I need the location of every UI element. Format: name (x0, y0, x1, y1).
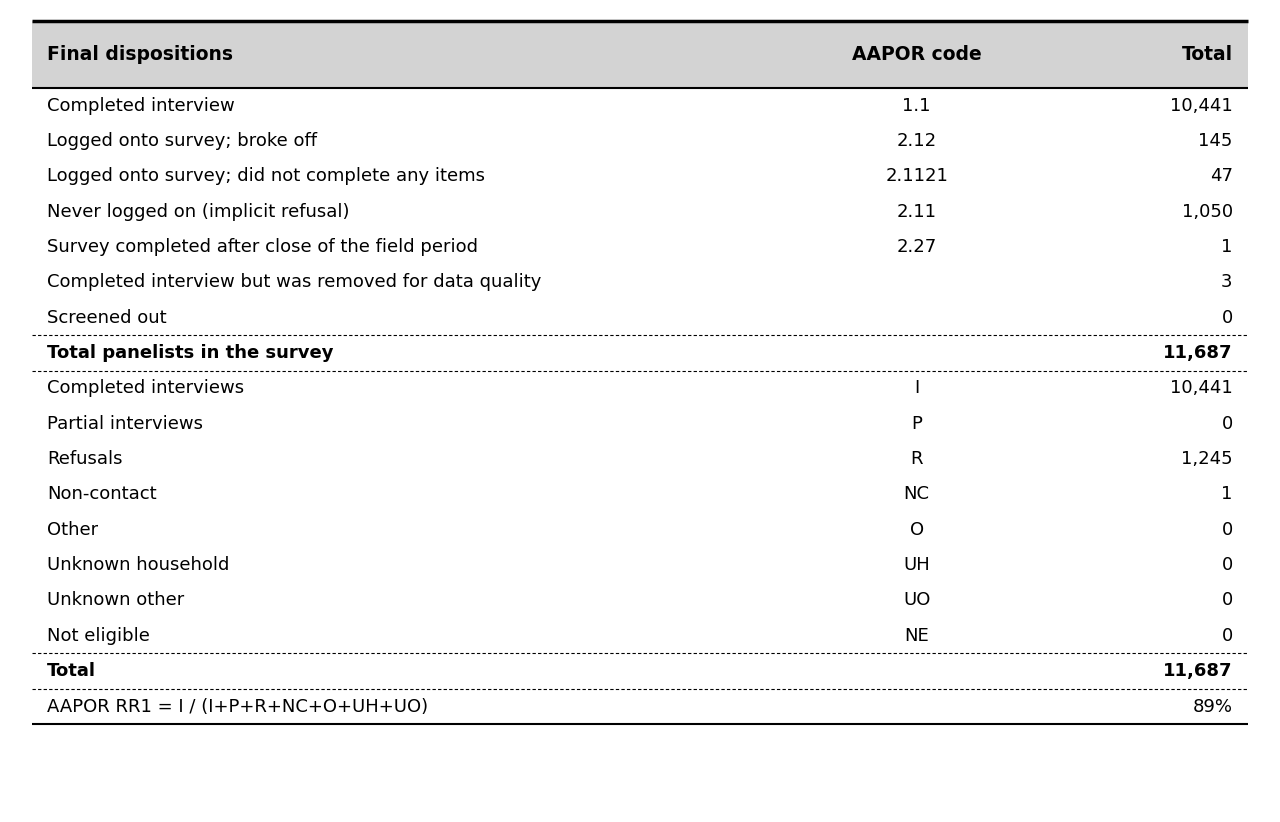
Text: 0: 0 (1221, 415, 1233, 432)
Text: 0: 0 (1221, 309, 1233, 326)
Text: Other: Other (47, 521, 99, 538)
Text: Survey completed after close of the field period: Survey completed after close of the fiel… (47, 238, 479, 256)
Text: NC: NC (904, 486, 929, 503)
Text: Partial interviews: Partial interviews (47, 415, 204, 432)
Text: Not eligible: Not eligible (47, 627, 150, 644)
Text: AAPOR code: AAPOR code (851, 44, 982, 64)
Text: 47: 47 (1210, 168, 1233, 185)
Text: 1: 1 (1221, 486, 1233, 503)
Text: UH: UH (904, 556, 931, 574)
Text: Total: Total (47, 663, 96, 680)
Text: 0: 0 (1221, 556, 1233, 574)
Text: 89%: 89% (1193, 698, 1233, 715)
Text: Completed interviews: Completed interviews (47, 380, 244, 397)
Text: Final dispositions: Final dispositions (47, 44, 233, 64)
Bar (32, 21, 1248, 88)
Text: 10,441: 10,441 (1170, 380, 1233, 397)
Text: 1.1: 1.1 (902, 97, 931, 114)
Text: 0: 0 (1221, 592, 1233, 609)
Text: 10,441: 10,441 (1170, 97, 1233, 114)
Text: 2.12: 2.12 (896, 132, 937, 150)
Text: 11,687: 11,687 (1164, 663, 1233, 680)
Text: Logged onto survey; did not complete any items: Logged onto survey; did not complete any… (47, 168, 485, 185)
Text: 0: 0 (1221, 521, 1233, 538)
Text: 145: 145 (1198, 132, 1233, 150)
Text: I: I (914, 380, 919, 397)
Text: Completed interview but was removed for data quality: Completed interview but was removed for … (47, 274, 541, 291)
Text: 1,050: 1,050 (1181, 203, 1233, 220)
Text: 2.11: 2.11 (896, 203, 937, 220)
Text: 1,245: 1,245 (1181, 450, 1233, 468)
Text: P: P (911, 415, 922, 432)
Text: Unknown other: Unknown other (47, 592, 184, 609)
Text: 11,687: 11,687 (1164, 344, 1233, 362)
Text: 3: 3 (1221, 274, 1233, 291)
Text: Total panelists in the survey: Total panelists in the survey (47, 344, 334, 362)
Text: 1: 1 (1221, 238, 1233, 256)
Text: O: O (910, 521, 924, 538)
Text: Screened out: Screened out (47, 309, 166, 326)
Text: Unknown household: Unknown household (47, 556, 229, 574)
Text: Logged onto survey; broke off: Logged onto survey; broke off (47, 132, 317, 150)
Text: Refusals: Refusals (47, 450, 123, 468)
Text: Never logged on (implicit refusal): Never logged on (implicit refusal) (47, 203, 349, 220)
Text: 2.27: 2.27 (896, 238, 937, 256)
Text: R: R (910, 450, 923, 468)
Text: Total: Total (1181, 44, 1233, 64)
Text: Non-contact: Non-contact (47, 486, 157, 503)
Text: Completed interview: Completed interview (47, 97, 236, 114)
Text: UO: UO (902, 592, 931, 609)
Text: 2.1121: 2.1121 (886, 168, 948, 185)
Text: AAPOR RR1 = I / (I+P+R+NC+O+UH+UO): AAPOR RR1 = I / (I+P+R+NC+O+UH+UO) (47, 698, 429, 715)
Text: NE: NE (904, 627, 929, 644)
Text: 0: 0 (1221, 627, 1233, 644)
